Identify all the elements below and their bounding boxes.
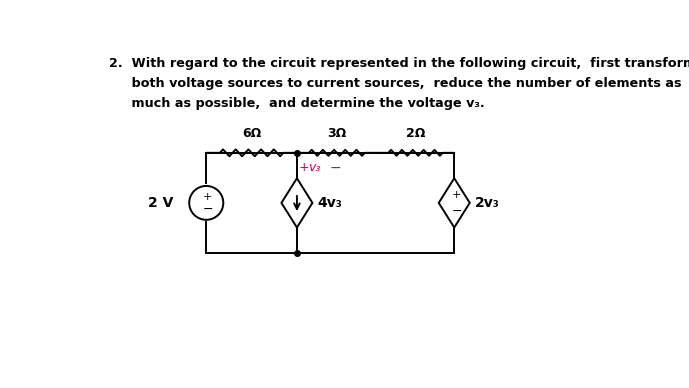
Text: 2 V: 2 V: [148, 196, 174, 210]
Text: −: −: [329, 161, 341, 175]
Text: both voltage sources to current sources,  reduce the number of elements as: both voltage sources to current sources,…: [110, 76, 682, 90]
Text: +: +: [298, 161, 309, 174]
Text: 6Ω: 6Ω: [242, 127, 261, 140]
Text: −: −: [451, 205, 462, 218]
Text: much as possible,  and determine the voltage v₃.: much as possible, and determine the volt…: [110, 97, 485, 110]
Text: +: +: [203, 192, 212, 202]
Text: 2v₃: 2v₃: [475, 196, 500, 210]
Text: 4v₃: 4v₃: [318, 196, 342, 210]
Text: 2.  With regard to the circuit represented in the following circuit,  first tran: 2. With regard to the circuit represente…: [110, 57, 689, 69]
Text: −: −: [203, 203, 213, 216]
Text: 3Ω: 3Ω: [327, 127, 347, 140]
Text: v₃: v₃: [308, 161, 320, 174]
Text: 2Ω: 2Ω: [406, 127, 425, 140]
Text: +: +: [452, 190, 461, 200]
